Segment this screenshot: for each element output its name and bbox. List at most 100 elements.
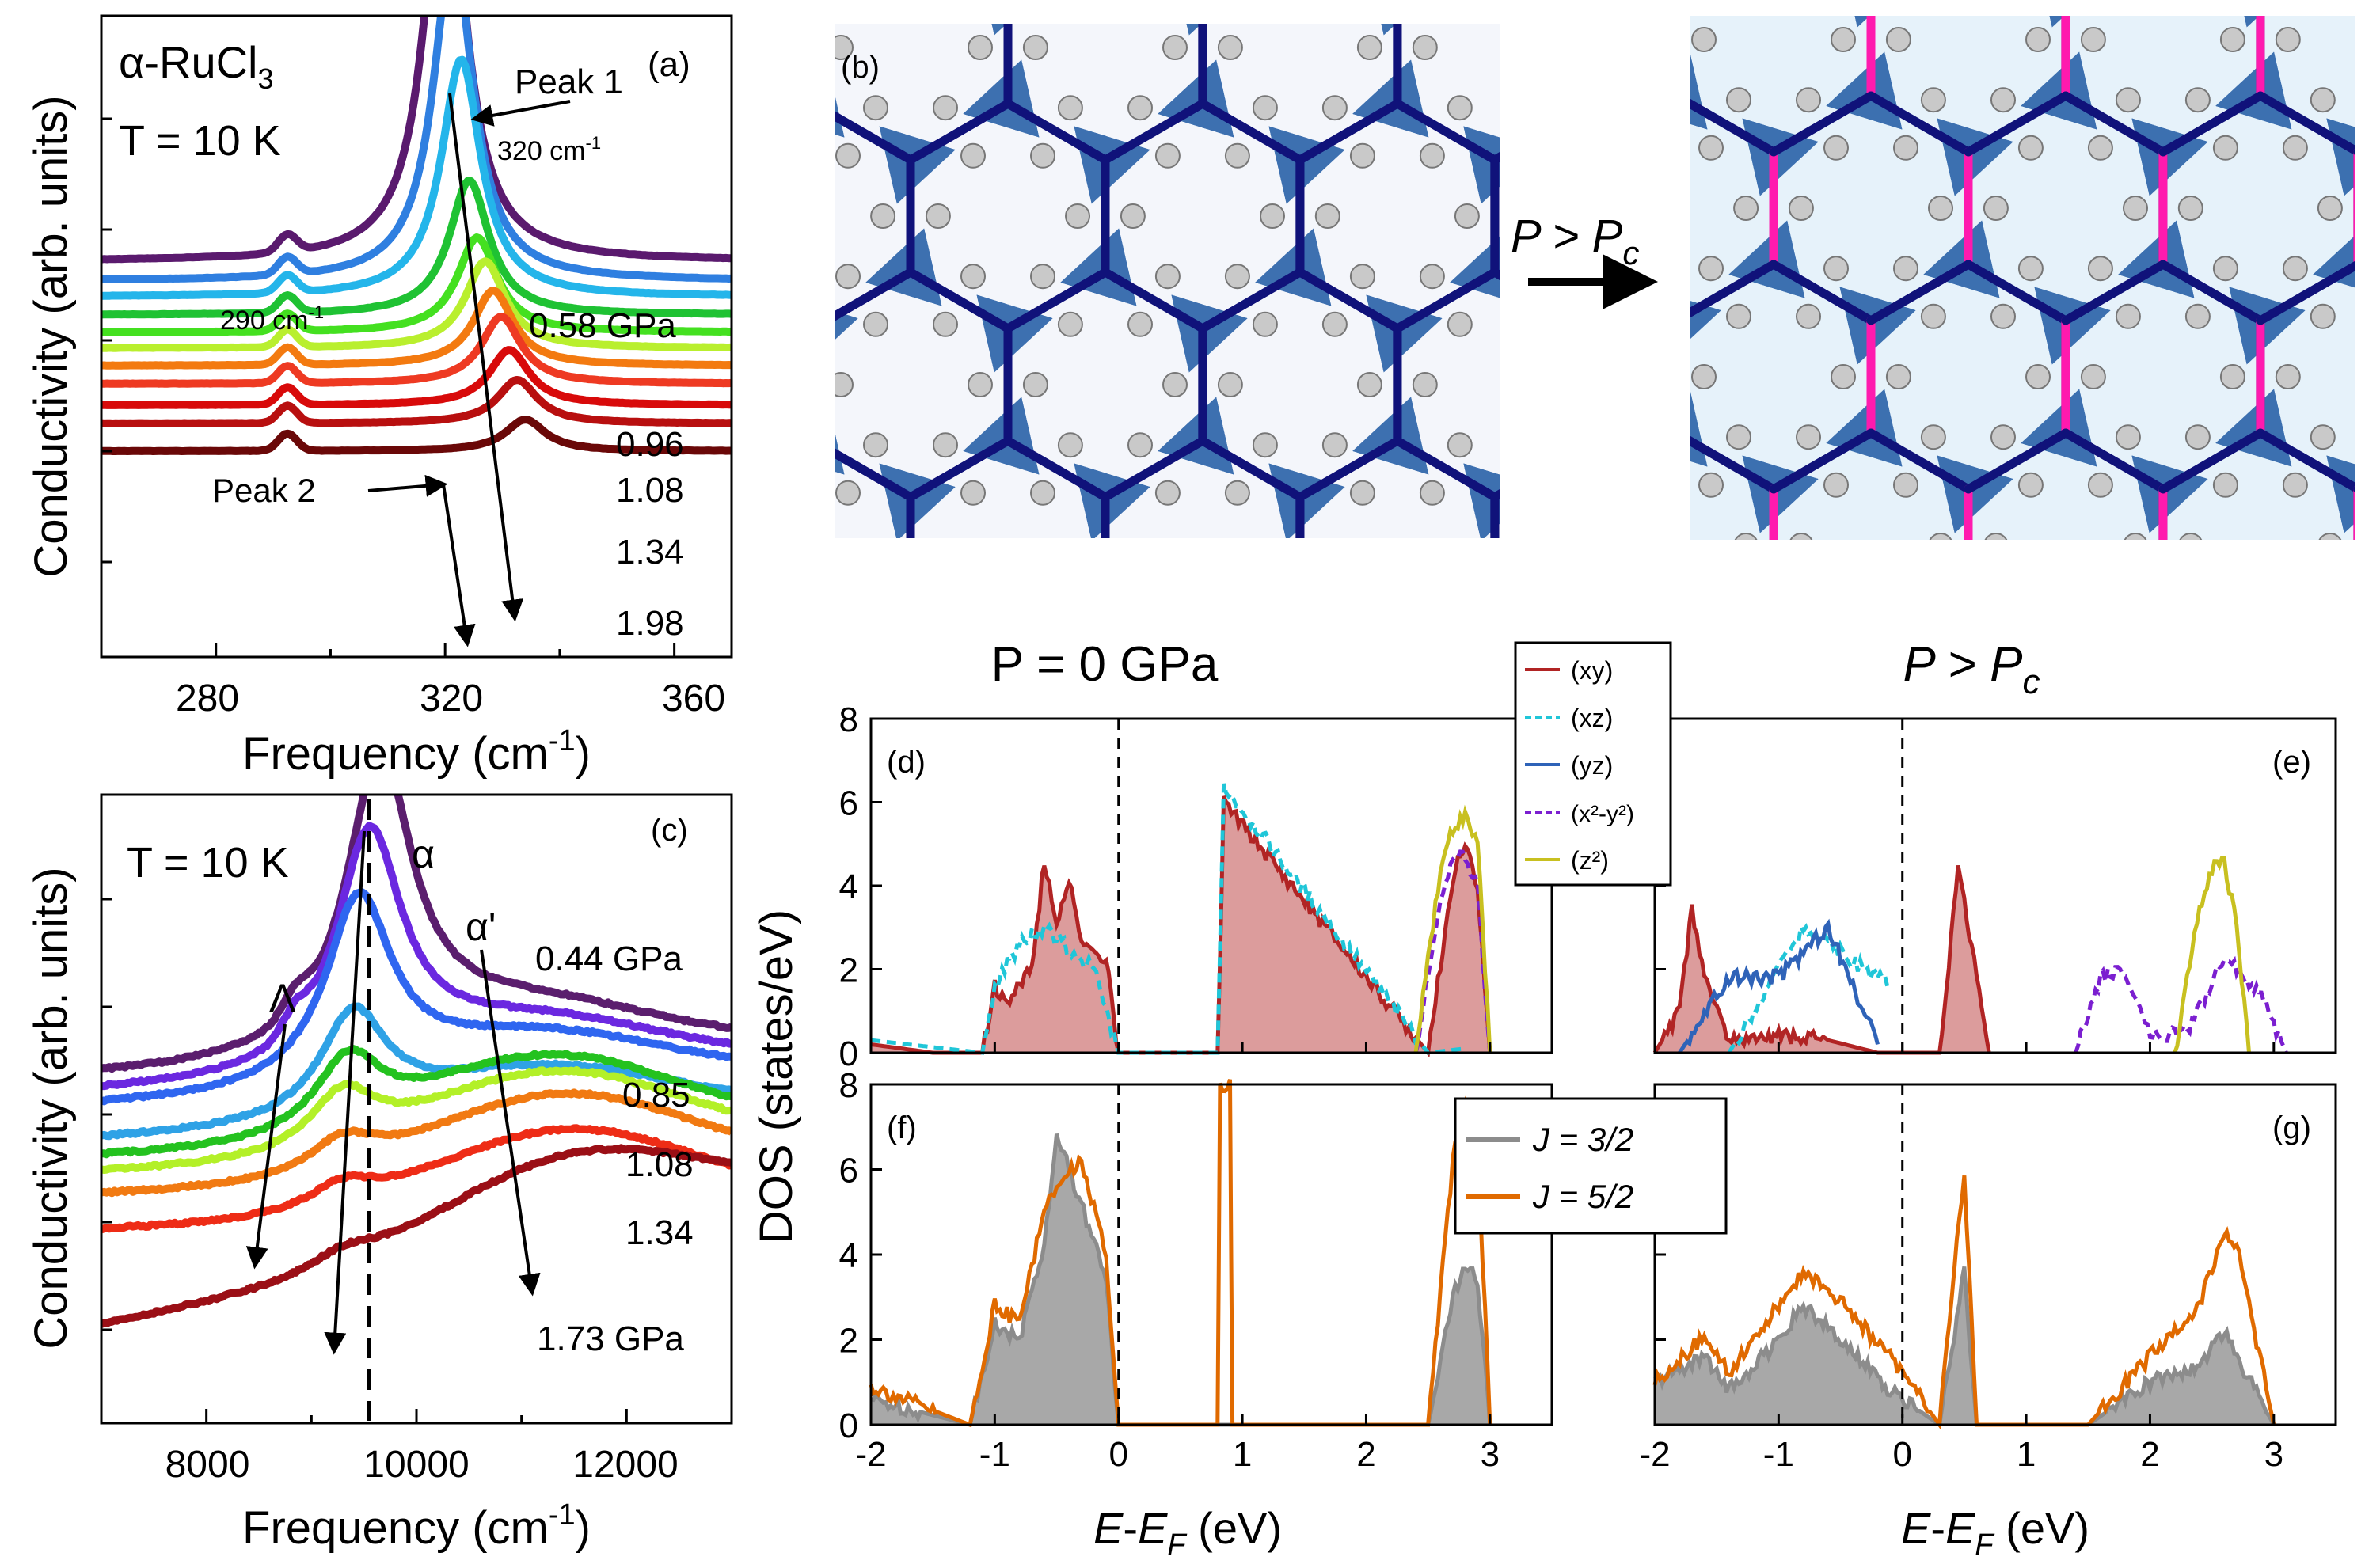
structure-left-atom-501 bbox=[1349, 264, 1375, 290]
panel-a-material-main: α-RuCl bbox=[119, 37, 258, 87]
structure-left-atom-393 bbox=[863, 95, 888, 121]
structure-right-atom-483 bbox=[1893, 135, 1918, 161]
structure-right-atom-729 bbox=[1727, 762, 1751, 786]
structure-right-bond-546 bbox=[1579, 433, 1676, 489]
structure-left-bond-672 bbox=[1295, 436, 1402, 502]
structure-right-bond-504 bbox=[2158, 91, 2265, 157]
structure-right-bond-740 bbox=[1871, 770, 1968, 826]
structure-left-octahedron-112 bbox=[1547, 60, 1623, 138]
structure-left-atom-641 bbox=[871, 541, 895, 565]
structure-right-bond-770 bbox=[2358, 602, 2365, 658]
structure-left-octahedron-210 bbox=[769, 735, 845, 812]
structure-left-atom-725 bbox=[774, 710, 797, 734]
dos-xlabel-left: E-EF (eV) bbox=[1093, 1503, 1282, 1562]
structure-right-octahedron-180 bbox=[2118, 558, 2194, 636]
dos-d-line-2 bbox=[1413, 849, 1492, 1054]
pressure-label-a-4: 1.98 bbox=[616, 604, 684, 643]
structure-left-octahedron-277 bbox=[1561, 970, 1637, 1047]
dos-e-frame bbox=[1653, 717, 2337, 1054]
dos-panel-g: -2 -1 0 1 2 3 (g) bbox=[1639, 1083, 2337, 1474]
structure-right-atom-413 bbox=[2025, 27, 2051, 52]
structure-right-atom-391 bbox=[1796, 87, 1821, 113]
panel-a-xlabel-sup: -1 bbox=[549, 724, 576, 757]
structure-right-atom-733 bbox=[1727, 642, 1751, 666]
structure-right-atom-499 bbox=[2282, 256, 2308, 282]
structure-left-atom-793 bbox=[1838, 650, 1861, 674]
panel-a-tag: (a) bbox=[648, 45, 690, 84]
panel-c-xlabel: Frequency (cm-1) bbox=[242, 1498, 591, 1554]
peak2-label: Peak 2 bbox=[212, 472, 316, 509]
structure-right-bond-848 bbox=[2358, 939, 2365, 995]
structure-right-octahedron-171 bbox=[1548, 456, 1624, 533]
structure-right-atom-425 bbox=[2219, 27, 2245, 52]
structure-right-bond-816 bbox=[1774, 770, 1871, 826]
structure-left-octahedron-182 bbox=[1060, 566, 1136, 644]
structure-left-atom-667 bbox=[1420, 602, 1444, 625]
structure-right-atom-665 bbox=[2124, 533, 2147, 540]
peak1-label: Peak 1 bbox=[515, 63, 623, 101]
structure-right-atom-503 bbox=[2177, 196, 2203, 221]
structure-right-bond-800 bbox=[1579, 939, 1676, 995]
structure-left-octahedron-186 bbox=[1450, 566, 1526, 644]
structure-left-octahedron-126 bbox=[835, 435, 845, 475]
dos-xlabel-left-ef: E bbox=[1138, 1503, 1168, 1553]
structure-left-bond-516 bbox=[1490, 151, 1500, 165]
panel-c-curve-2 bbox=[101, 887, 732, 1106]
structure-left-bond-648 bbox=[906, 436, 1013, 502]
dos-f-line-0 bbox=[870, 1133, 1492, 1428]
structure-right-atom-635 bbox=[1595, 533, 1618, 557]
dos-xlabel-left-dash: - bbox=[1123, 1503, 1138, 1553]
structure-right bbox=[1534, 16, 2365, 995]
structure-left-atom-591 bbox=[1321, 311, 1348, 337]
panel-a-material-sub: 3 bbox=[258, 63, 274, 95]
structure-left-octahedron-135 bbox=[835, 311, 858, 340]
structure-right-bond-602 bbox=[2353, 260, 2355, 268]
structure-right-octahedron-269 bbox=[2132, 793, 2208, 871]
structure-left-bond-660 bbox=[1101, 436, 1207, 502]
structure-left-octahedron-220 bbox=[865, 566, 941, 644]
dos-d-ytick-label-2: 4 bbox=[839, 868, 858, 906]
structure-left-octahedron-224 bbox=[963, 735, 1039, 812]
structure-left-atom-759 bbox=[1323, 650, 1347, 674]
structure-right-octahedron-237 bbox=[2230, 625, 2306, 702]
structure-left-octahedron-223 bbox=[1074, 801, 1150, 879]
structure-left-octahedron-198 bbox=[1839, 566, 1915, 644]
structure-left-octahedron-287 bbox=[1853, 801, 1929, 879]
structure-right-atom-559 bbox=[1796, 424, 1821, 450]
structure-left-octahedron-261 bbox=[880, 801, 956, 879]
structure-right-atom-419 bbox=[2080, 27, 2106, 52]
structure-left-atom-705 bbox=[1935, 602, 1959, 625]
structure-right-atom-769 bbox=[2311, 642, 2335, 666]
dos-g-xtick-label-0: -2 bbox=[1639, 1435, 1670, 1474]
structure-right-octahedron-168 bbox=[1728, 558, 1804, 636]
structure-left-atom-665 bbox=[1260, 541, 1284, 565]
structure-left-octahedron-172 bbox=[835, 435, 845, 475]
structure-left-octahedron-171 bbox=[685, 464, 761, 541]
structure-left-atom-659 bbox=[1121, 541, 1145, 565]
structure-right-atom-597 bbox=[2310, 424, 2336, 450]
structure-right-octahedron-254 bbox=[1534, 895, 1610, 973]
structure-left-octahedron-57 bbox=[991, 24, 1007, 36]
structure-left-atom-595 bbox=[1518, 433, 1542, 457]
structure-right-atom-633 bbox=[1629, 594, 1653, 617]
structure-left-atom-473 bbox=[870, 203, 896, 229]
structure-right-atom-659 bbox=[1984, 533, 2008, 540]
lambda-label: Λ bbox=[269, 976, 296, 1020]
dos-title-left: P = 0 GPa bbox=[991, 637, 1219, 692]
structure-left-octahedron-158 bbox=[1547, 397, 1623, 475]
structure-right-atom-821 bbox=[1929, 871, 1952, 894]
panel-c-xlabel-main: Frequency (cm bbox=[242, 1502, 549, 1554]
structure-right-atom-767 bbox=[2276, 702, 2300, 726]
structure-left-octahedron-262 bbox=[963, 735, 1039, 812]
structure-right-atom-643 bbox=[1894, 594, 1918, 617]
structure-right-bond-680 bbox=[2358, 602, 2365, 658]
structure-left-bond-518 bbox=[1592, 104, 1690, 160]
peak1-position-value: 320 cm bbox=[497, 136, 586, 166]
structure-left-bond-792 bbox=[1787, 609, 1884, 666]
structure-left-octahedron-168 bbox=[865, 566, 941, 644]
structure-left-atom-803 bbox=[732, 879, 755, 902]
structure-left-atom-395 bbox=[835, 35, 854, 60]
structure-left-bond-590 bbox=[1295, 268, 1402, 333]
structure-right-bond-830 bbox=[2066, 770, 2163, 826]
structure-right-bond-762 bbox=[2358, 770, 2365, 826]
